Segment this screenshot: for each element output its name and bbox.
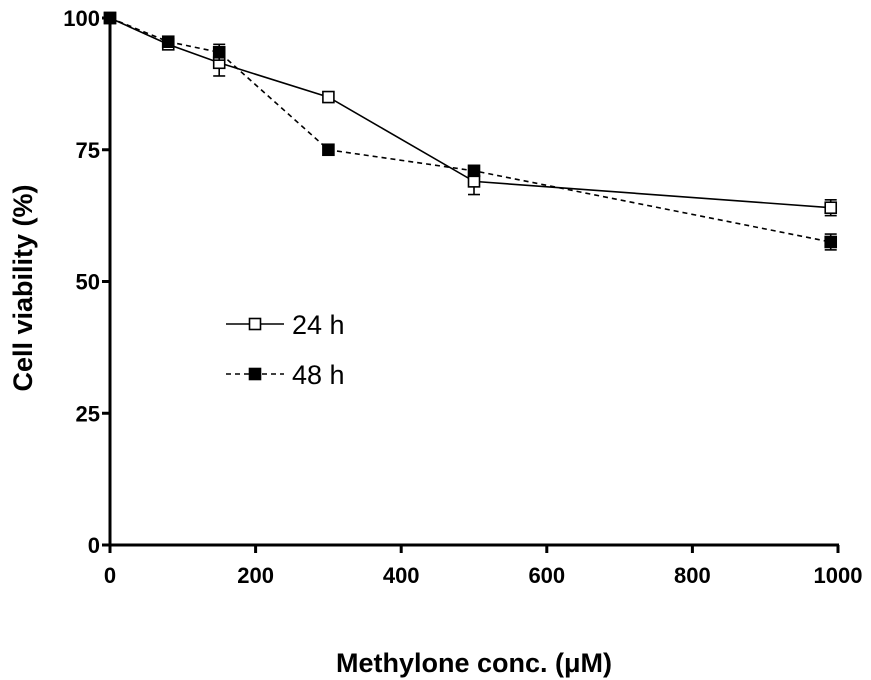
data-point bbox=[322, 90, 335, 104]
data-point bbox=[322, 143, 335, 157]
y-tick-label: 50 bbox=[76, 270, 100, 295]
x-tick-label: 0 bbox=[104, 563, 116, 588]
x-tick-label: 600 bbox=[528, 563, 565, 588]
chart-ticks: 0 200 400 600 800 1000 0 25 50 75 100 bbox=[63, 6, 862, 588]
chart-series bbox=[103, 11, 838, 251]
legend-label: 24 h bbox=[292, 310, 345, 340]
legend-marker bbox=[248, 367, 262, 381]
data-point bbox=[467, 164, 481, 178]
series-1 bbox=[103, 11, 838, 217]
data-point bbox=[824, 235, 838, 249]
y-tick-label: 25 bbox=[76, 401, 100, 426]
y-tick-label: 75 bbox=[76, 138, 100, 163]
series-line bbox=[109, 17, 831, 209]
series-2 bbox=[103, 11, 838, 251]
y-tick-label: 100 bbox=[63, 6, 100, 31]
legend-label: 48 h bbox=[292, 360, 345, 390]
data-point bbox=[467, 175, 481, 188]
x-tick-label: 800 bbox=[674, 563, 711, 588]
data-point bbox=[212, 45, 226, 59]
x-axis-title: Methylone conc. (μM) bbox=[336, 648, 612, 678]
chart-axes bbox=[108, 16, 839, 547]
y-tick-label: 0 bbox=[88, 533, 100, 558]
legend-marker bbox=[248, 317, 262, 331]
x-tick-label: 1000 bbox=[814, 563, 863, 588]
y-axis-title: Cell viability (%) bbox=[8, 184, 38, 391]
series-line bbox=[109, 17, 831, 243]
chart-legend: 24 h 48 h bbox=[226, 310, 345, 390]
data-point bbox=[824, 201, 838, 215]
data-point bbox=[103, 11, 117, 25]
data-point bbox=[161, 35, 175, 49]
x-tick-label: 400 bbox=[383, 563, 420, 588]
x-tick-label: 200 bbox=[237, 563, 274, 588]
